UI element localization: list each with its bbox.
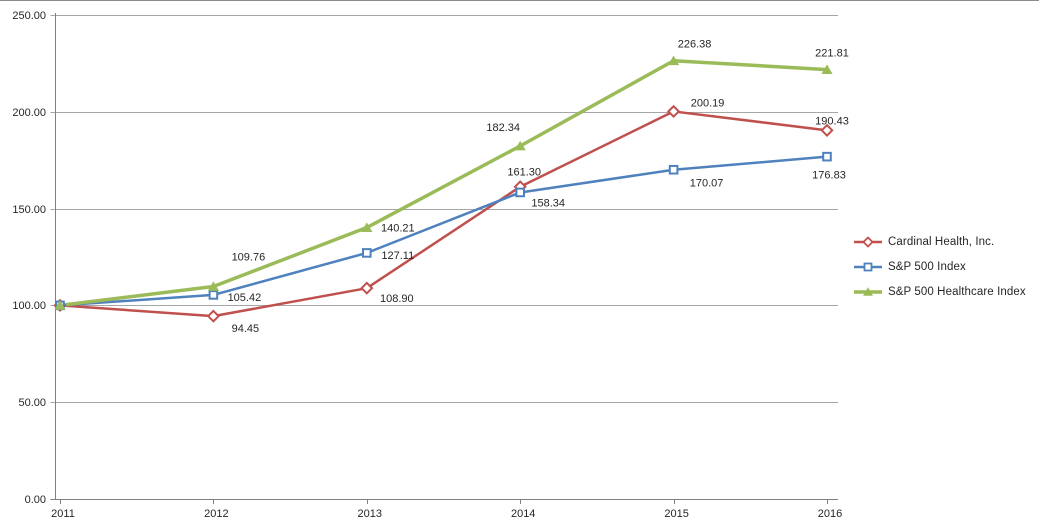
x-axis-label: 2013 bbox=[358, 508, 382, 520]
data-point-square bbox=[362, 248, 372, 258]
data-point-diamond bbox=[820, 123, 834, 137]
legend-item-sp500-healthcare: S&P 500 Healthcare Index bbox=[853, 284, 1026, 300]
legend-label: S&P 500 Index bbox=[888, 261, 966, 273]
legend-item-cardinal-health: Cardinal Health, Inc. bbox=[853, 234, 1026, 250]
chart-legend: Cardinal Health, Inc. S&P 500 Index S&P … bbox=[853, 234, 1026, 300]
data-label: 158.34 bbox=[531, 197, 565, 209]
data-point-triangle bbox=[207, 281, 219, 291]
data-label: 182.34 bbox=[486, 122, 520, 134]
data-point-triangle bbox=[668, 55, 680, 66]
data-point-triangle bbox=[361, 222, 373, 232]
y-axis-label: 250.00 bbox=[12, 10, 46, 22]
data-point-triangle bbox=[54, 300, 66, 310]
data-point-diamond bbox=[206, 309, 221, 323]
y-axis-label: 150.00 bbox=[12, 204, 46, 216]
data-label: 170.07 bbox=[690, 178, 724, 190]
x-axis-label: 2014 bbox=[511, 508, 535, 520]
y-axis-label: 200.00 bbox=[12, 107, 46, 119]
x-axis-label: 2016 bbox=[818, 508, 842, 520]
series-line-triangle bbox=[58, 58, 829, 308]
y-axis-label: 50.00 bbox=[18, 397, 46, 409]
data-label: 190.43 bbox=[815, 115, 849, 127]
data-point-square bbox=[515, 187, 526, 198]
legend-label: S&P 500 Healthcare Index bbox=[888, 286, 1026, 298]
data-label: 94.45 bbox=[232, 323, 260, 335]
data-label: 109.76 bbox=[232, 252, 266, 264]
x-axis-label: 2012 bbox=[204, 508, 228, 520]
legend-item-sp500-index: S&P 500 Index bbox=[853, 259, 1026, 275]
series-line-square bbox=[58, 155, 829, 307]
data-point-diamond bbox=[360, 281, 374, 295]
legend-marker-diamond-icon bbox=[854, 236, 882, 248]
data-label: 221.81 bbox=[815, 48, 849, 60]
data-label: 108.90 bbox=[380, 293, 414, 305]
legend-label: Cardinal Health, Inc. bbox=[888, 236, 995, 248]
top-border-line bbox=[0, 0, 1039, 1]
y-axis-label: 100.00 bbox=[12, 300, 46, 312]
series-line-diamond bbox=[58, 110, 829, 318]
data-point-square bbox=[208, 290, 219, 300]
data-point-triangle bbox=[821, 64, 833, 74]
data-label: 140.21 bbox=[381, 223, 415, 235]
x-axis-label: 2011 bbox=[51, 508, 75, 520]
data-label: 200.19 bbox=[691, 97, 725, 109]
data-label: 161.30 bbox=[507, 167, 541, 179]
data-point-square bbox=[822, 151, 832, 162]
data-label: 127.11 bbox=[381, 250, 414, 262]
y-axis-label: 0.00 bbox=[25, 494, 46, 506]
data-point-triangle bbox=[514, 140, 526, 151]
data-point-square bbox=[668, 164, 679, 175]
legend-marker-square-icon bbox=[854, 262, 882, 272]
data-label: 105.42 bbox=[228, 292, 262, 304]
data-point-diamond bbox=[666, 104, 681, 119]
x-axis-label: 2015 bbox=[664, 508, 688, 520]
data-label: 176.83 bbox=[812, 170, 846, 182]
legend-marker-triangle-icon bbox=[854, 287, 882, 296]
data-label: 226.38 bbox=[678, 39, 712, 51]
